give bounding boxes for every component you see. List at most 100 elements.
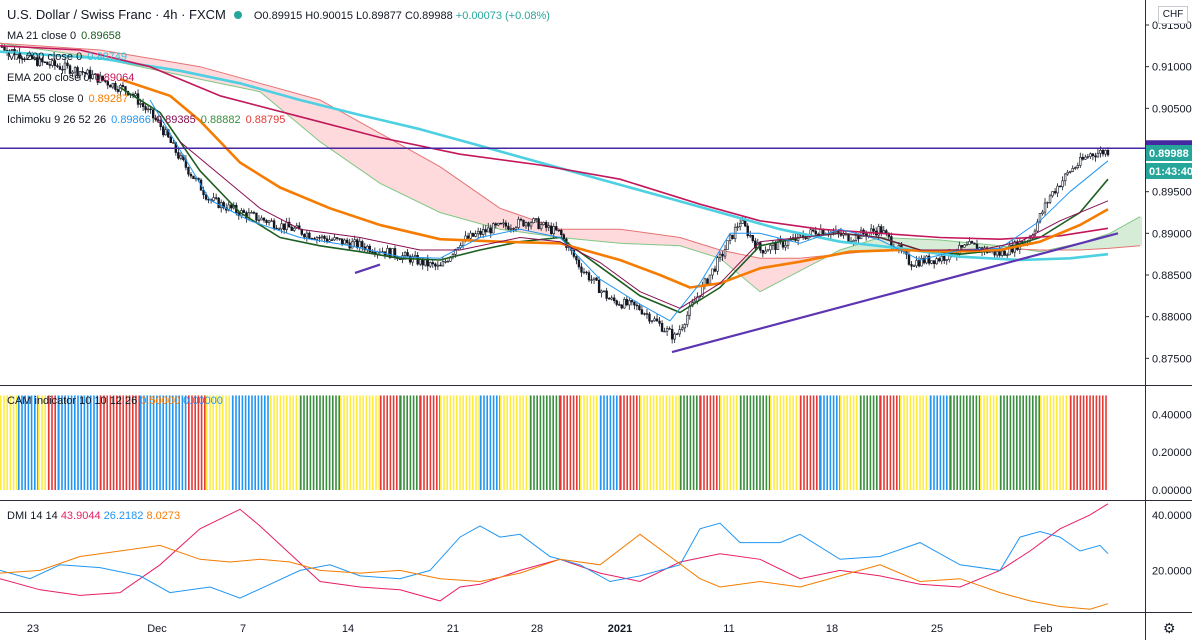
- candle-body: [785, 245, 787, 247]
- cam-bar: [453, 395, 455, 490]
- cam-bar: [886, 395, 888, 490]
- candle-body: [553, 226, 555, 233]
- cam-bar: [640, 395, 642, 490]
- time-tick-label: 25: [931, 623, 943, 635]
- candle-body: [62, 69, 64, 70]
- candle-body: [188, 167, 190, 174]
- price-tick-label: 0.89000: [1152, 228, 1192, 240]
- cloud-segment: [778, 258, 780, 282]
- candle-body: [608, 298, 610, 299]
- candle-body: [286, 222, 288, 229]
- candle-body: [936, 259, 938, 264]
- legend-ema200[interactable]: EMA 200 close 0 0.89064: [7, 72, 134, 84]
- cam-bar: [466, 395, 468, 490]
- candle-body: [432, 262, 434, 263]
- legend-name: DMI 14 14: [7, 510, 58, 522]
- cloud-segment: [760, 258, 762, 291]
- cam-bar: [623, 395, 625, 490]
- cam-bar: [420, 395, 422, 490]
- cam-bar: [770, 395, 772, 490]
- candle-body: [1074, 168, 1076, 169]
- legend-cam[interactable]: CAM indicator 10 10 12 26 0.50000 0.0000…: [7, 395, 223, 407]
- candle-body: [326, 239, 328, 242]
- cam-bar: [1029, 395, 1031, 490]
- cloud-segment: [708, 246, 710, 255]
- legend-dmi[interactable]: DMI 14 14 43.9044 26.2182 8.0273: [7, 510, 180, 522]
- cam-bar: [916, 395, 918, 490]
- legend-ma21[interactable]: MA 21 close 0 0.89658: [7, 30, 121, 42]
- legend-name: CAM indicator 10 10 12 26: [7, 395, 137, 407]
- settings-gear-icon[interactable]: ⚙: [1163, 620, 1176, 637]
- candle-body: [308, 233, 310, 238]
- cam-bar: [6, 395, 8, 490]
- candle-body: [505, 223, 507, 226]
- cloud-segment: [1120, 227, 1122, 248]
- candle-body: [434, 264, 436, 266]
- candle-body: [281, 224, 283, 229]
- time-tick-label: 23: [27, 623, 39, 635]
- cam-bar: [600, 395, 602, 490]
- cam-bar: [720, 395, 722, 490]
- low-value: L0.89877: [356, 10, 402, 22]
- cloud-segment: [178, 63, 180, 75]
- legend-ema55[interactable]: EMA 55 close 0 0.89287: [7, 93, 128, 105]
- cloud-segment: [214, 71, 216, 83]
- cloud-segment: [694, 242, 696, 251]
- candle-body: [775, 243, 777, 249]
- candle-body: [1097, 153, 1099, 157]
- time-tick-label: 2021: [608, 623, 632, 635]
- cam-bar: [840, 395, 842, 490]
- candle-body: [684, 324, 686, 327]
- cam-bar: [800, 395, 802, 490]
- cam-bar: [34, 395, 36, 490]
- legend-value: 43.9044: [61, 510, 101, 522]
- legend-ichimoku[interactable]: Ichimoku 9 26 52 26 0.89866 0.89385 0.88…: [7, 114, 285, 126]
- cam-bar: [362, 395, 364, 490]
- candle-body: [324, 236, 326, 239]
- candle-body: [1100, 150, 1102, 153]
- candle-body: [1087, 157, 1089, 158]
- cloud-segment: [744, 255, 746, 280]
- cam-bar: [24, 395, 26, 490]
- cam-bar: [172, 395, 174, 490]
- cloud-segment: [876, 238, 878, 250]
- candle-body: [1077, 165, 1079, 167]
- candle-body: [147, 109, 149, 110]
- cloud-segment: [798, 258, 800, 272]
- cam-bar: [238, 395, 240, 490]
- cloud-segment: [434, 163, 436, 210]
- cam-bar: [789, 395, 791, 490]
- cam-bar: [235, 395, 237, 490]
- cloud-segment: [446, 171, 448, 215]
- cloud-segment: [426, 159, 428, 207]
- cloud-segment: [398, 143, 400, 193]
- cam-bar: [64, 395, 66, 490]
- cloud-segment: [592, 229, 594, 241]
- cam-bar: [856, 395, 858, 490]
- candle-body: [628, 300, 630, 304]
- cloud-segment: [926, 239, 928, 250]
- candle-body: [739, 223, 741, 226]
- candle-body: [243, 210, 245, 212]
- currency-button[interactable]: CHF: [1158, 6, 1188, 24]
- time-tick-label: 21: [447, 623, 459, 635]
- candle-body: [439, 265, 441, 266]
- cloud-segment: [334, 108, 336, 153]
- legend-value: 0.50000: [140, 395, 180, 407]
- cam-bar: [996, 395, 998, 490]
- candle-body: [548, 226, 550, 227]
- cam-bar: [583, 395, 585, 490]
- cam-bar: [930, 395, 932, 490]
- symbol-title[interactable]: U.S. Dollar / Swiss Franc · 4h · FXCM: [7, 7, 226, 22]
- candle-body: [714, 269, 716, 271]
- legend-ma200[interactable]: MA 200 close 0 0.88749: [7, 51, 127, 63]
- cloud-segment: [482, 196, 484, 225]
- cloud-segment: [1136, 218, 1138, 246]
- cloud-segment: [728, 252, 730, 267]
- cam-bar: [696, 395, 698, 490]
- candle-body: [659, 321, 661, 323]
- cam-bar: [906, 395, 908, 490]
- cloud-segment: [776, 258, 778, 283]
- price-pane[interactable]: [0, 43, 1145, 352]
